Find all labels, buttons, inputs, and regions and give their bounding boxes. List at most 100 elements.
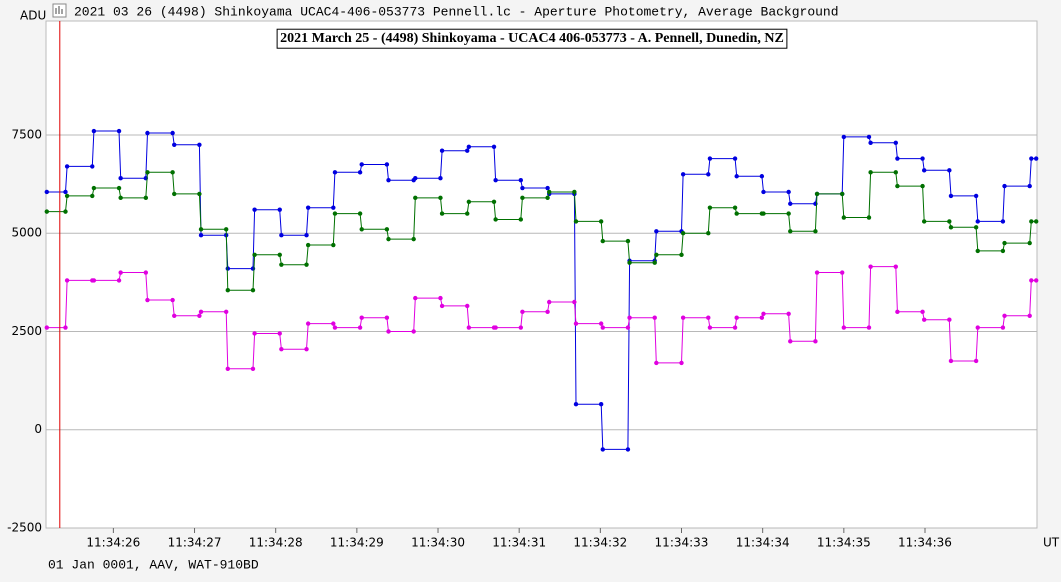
data-point [973,358,979,364]
data-point [439,148,445,153]
data-point [304,346,309,352]
data-point [1033,278,1039,283]
data-point [707,205,713,210]
data-point [840,270,845,275]
data-point [357,211,363,216]
data-point [732,205,738,210]
x-tick-label: 11:34:26 [86,536,140,550]
data-point [63,325,68,330]
data-point [680,315,686,320]
data-point [198,309,204,315]
data-point [252,331,257,336]
y-axis-label: ADU [20,9,46,23]
data-point [305,242,311,248]
data-point [761,189,766,195]
data-point [44,209,50,214]
data-point [384,227,390,232]
data-point [493,325,498,330]
data-point [331,205,336,210]
data-point [359,162,364,167]
data-point [118,270,123,275]
data-point [520,195,525,201]
data-point [332,170,338,175]
data-point [679,252,684,258]
data-point [250,288,256,293]
data-point [652,315,657,320]
data-point [975,325,980,330]
data-point [172,191,177,197]
window-title: 2021 03 26 (4498) Shinkoyama UCAC4-406-0… [74,4,839,19]
series-line [46,266,1037,370]
data-point [63,189,68,195]
data-point [572,189,577,195]
data-point [413,176,418,181]
data-point [975,219,980,224]
data-point [680,172,686,177]
data-point [786,311,791,317]
data-point [814,270,820,275]
data-point [654,252,659,258]
data-point [920,183,925,189]
data-point [813,229,818,234]
data-point [411,236,416,242]
data-point [145,297,150,303]
data-point [947,219,952,224]
y-tick-label: 5000 [11,226,42,240]
data-point [143,195,149,201]
data-point [252,207,257,212]
data-point [518,325,524,330]
data-point [866,215,872,220]
data-point [170,130,175,136]
data-point [223,227,229,232]
y-tick-label: 7500 [11,127,42,141]
data-point [600,447,605,452]
data-point [893,264,898,269]
data-point [1033,156,1039,161]
data-point [250,366,256,372]
data-point [438,176,443,181]
data-point [1029,156,1034,161]
y-tick-label: -2500 [7,521,42,535]
data-point [893,170,898,175]
data-point [1027,313,1032,318]
data-point [439,303,445,309]
data-point [947,317,952,322]
data-point [1029,219,1034,224]
data-point [547,189,552,195]
data-point [921,219,927,224]
data-point [786,211,791,216]
data-point [518,217,524,222]
data-point [386,236,391,242]
data-point [1002,240,1007,246]
data-point [172,313,177,318]
x-tick-label: 11:34:28 [249,536,303,550]
data-point [598,401,604,407]
y-tick-label: 2500 [11,324,42,338]
x-tick-label: 11:34:31 [492,536,546,550]
window-icon-glyph [55,6,63,14]
x-tick-label: 11:34:36 [898,536,952,550]
data-point [761,211,766,216]
data-point [868,140,873,146]
data-point [91,185,97,191]
data-point [116,278,122,283]
data-point [386,329,391,334]
data-point [198,232,204,238]
data-point [44,325,50,330]
data-point [465,303,470,309]
data-point [145,130,150,136]
data-point [91,278,97,283]
data-point [948,193,954,199]
data-point [947,168,952,173]
data-point [225,266,231,271]
data-point [384,315,390,320]
data-point [1027,183,1032,189]
data-point [866,325,872,330]
data-point [868,264,873,269]
data-point [90,164,95,169]
data-point [491,199,497,204]
data-point [413,195,418,201]
data-point [170,170,175,175]
data-point [572,299,577,305]
